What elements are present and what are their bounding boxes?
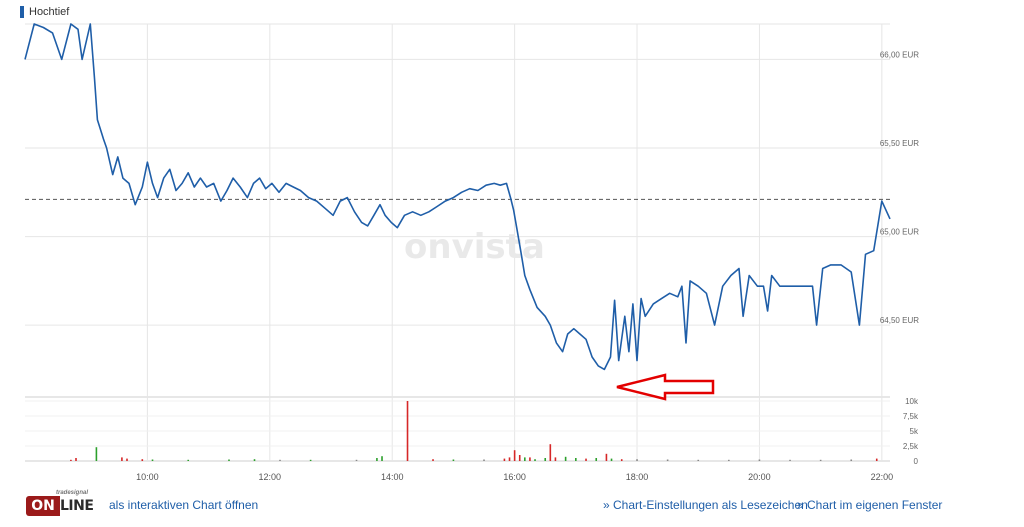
brand-tagline: tradesignal [56,490,89,496]
volume-bar [549,444,552,461]
brand-mark: ON LINE [26,496,94,516]
own-window-link[interactable]: » Chart im eigenen Fenster [797,498,943,512]
bookmark-settings-link[interactable]: » Chart-Einstellungen als Lesezeichen [603,498,808,512]
volume-bar [728,459,730,461]
x-tick-label: 20:00 [748,472,771,482]
volume-bar [508,457,511,461]
chart-footer: tradesignal ON LINE als interaktiven Cha… [0,488,1024,524]
volume-bar [620,459,623,461]
price-tick-label: 64,50 EUR [880,316,919,325]
price-series [24,23,891,371]
volume-bar [309,459,312,461]
volume-bar [432,459,434,461]
volume-tick-label: 0 [914,457,919,466]
volume-bar [151,459,154,461]
volume-series [70,401,878,461]
volume-bar [253,459,256,461]
volume-tick-label: 7,5k [903,412,919,421]
volume-bar [544,458,547,461]
price-line [24,23,891,371]
tradesignal-online-logo[interactable]: tradesignal ON LINE [26,490,94,518]
volume-bar [554,457,557,461]
volume-bar [381,456,383,461]
red-arrow [616,373,715,401]
legend-label: Hochtief [29,6,70,18]
volume-bar [758,459,761,461]
price-tick-label: 65,50 EUR [880,139,919,148]
volume-bar [95,447,98,461]
volume-bar [518,455,521,461]
volume-bar [228,459,230,461]
brand-on: ON [26,496,60,516]
volume-bar [187,459,190,461]
x-tick-label: 10:00 [136,472,159,482]
price-tick-label: 65,00 EUR [880,228,919,237]
volume-tick-label: 10k [905,397,919,406]
price-tick-label: 66,00 EUR [880,50,919,59]
volume-bar [850,459,853,461]
volume-bar [610,458,613,461]
volume-bar [585,458,587,461]
volume-bar [126,458,128,461]
axes: 10:00 12:00 14:00 16:00 18:00 20:00 22:00 66,00… [136,50,919,482]
grid [25,23,890,462]
volume-tick-label: 5k [910,427,919,436]
volume-bar [819,459,822,461]
volume-bar [141,459,144,461]
open-interactive-chart-link[interactable]: als interaktiven Chart öffnen [109,498,259,512]
x-tick-label: 14:00 [381,472,404,482]
price-chart: onvista 10:00 12:00 14:00 16:00 18:00 20:00 22… [24,23,919,482]
volume-bar [564,456,567,461]
volume-bar [534,459,536,461]
volume-bar [75,458,77,461]
brand-line: LINE [60,498,94,514]
volume-bar [666,459,669,461]
volume-bar [697,459,700,461]
legend-swatch [20,6,24,18]
volume-bar [355,459,358,461]
x-tick-label: 22:00 [871,472,894,482]
chart-legend: Hochtief [20,6,69,18]
volume-bar [483,459,485,461]
volume-bar [789,459,791,461]
volume-bar [636,459,638,461]
volume-bar [279,459,281,461]
volume-bar [70,459,72,461]
volume-bar [452,459,455,461]
low-arrow-annotation [616,373,715,401]
volume-bar [503,458,506,461]
volume-bar [575,458,577,461]
volume-tick-label: 2,5k [903,442,919,451]
volume-bar [875,458,878,461]
volume-bar [605,453,608,461]
x-tick-label: 12:00 [259,472,282,482]
volume-bar [376,458,378,461]
onvista-watermark: onvista [404,227,545,267]
x-tick-label: 18:00 [626,472,649,482]
volume-bar [121,457,123,461]
volume-bar [595,458,598,461]
volume-bar [524,457,526,461]
x-tick-label: 16:00 [503,472,526,482]
volume-bar [529,457,531,461]
volume-bar [513,450,516,461]
volume-bar [406,401,409,461]
